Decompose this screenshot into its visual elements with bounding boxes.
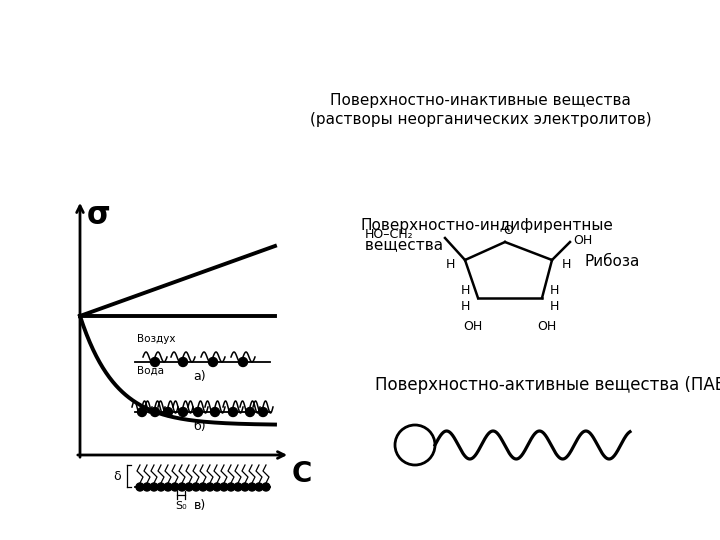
- Circle shape: [258, 408, 268, 416]
- Circle shape: [220, 483, 228, 491]
- Circle shape: [255, 483, 263, 491]
- Circle shape: [150, 483, 158, 491]
- Text: б): б): [194, 420, 207, 433]
- Circle shape: [178, 483, 186, 491]
- Text: в): в): [194, 499, 206, 512]
- Circle shape: [248, 483, 256, 491]
- Text: OH: OH: [537, 320, 557, 333]
- Circle shape: [213, 483, 221, 491]
- Circle shape: [179, 408, 187, 416]
- Text: OH: OH: [464, 320, 482, 333]
- Circle shape: [150, 408, 160, 416]
- Text: HO–CH₂: HO–CH₂: [364, 228, 413, 241]
- Circle shape: [171, 483, 179, 491]
- Circle shape: [164, 483, 172, 491]
- Circle shape: [192, 483, 200, 491]
- Circle shape: [262, 483, 270, 491]
- Circle shape: [210, 408, 220, 416]
- Text: H: H: [550, 300, 559, 313]
- Text: Вода: Вода: [137, 366, 164, 376]
- Text: Воздух: Воздух: [137, 334, 176, 344]
- Circle shape: [136, 483, 144, 491]
- Circle shape: [194, 408, 202, 416]
- Text: OH: OH: [573, 233, 593, 246]
- Text: Рибоза: Рибоза: [585, 254, 640, 269]
- Text: σ: σ: [87, 201, 111, 230]
- Circle shape: [228, 408, 238, 416]
- Circle shape: [143, 483, 151, 491]
- Text: H: H: [446, 259, 455, 272]
- Circle shape: [179, 357, 187, 367]
- Circle shape: [241, 483, 249, 491]
- Circle shape: [209, 357, 217, 367]
- Text: H: H: [461, 300, 470, 313]
- Text: Поверхностно-инактивные вещества
(растворы неорганических электролитов): Поверхностно-инактивные вещества (раство…: [310, 92, 652, 127]
- Circle shape: [150, 357, 160, 367]
- Text: H: H: [461, 284, 470, 296]
- Circle shape: [157, 483, 165, 491]
- Text: Поверхностно-индифирентные
 вещества: Поверхностно-индифирентные вещества: [360, 218, 613, 252]
- Circle shape: [163, 408, 173, 416]
- Circle shape: [206, 483, 214, 491]
- Text: S₀: S₀: [175, 501, 186, 511]
- Circle shape: [227, 483, 235, 491]
- Text: H: H: [562, 259, 572, 272]
- Text: Поверхностно-активные вещества (ПАВ): Поверхностно-активные вещества (ПАВ): [375, 376, 720, 394]
- Text: O: O: [503, 224, 513, 237]
- Circle shape: [185, 483, 193, 491]
- Circle shape: [238, 357, 248, 367]
- Text: а): а): [194, 370, 207, 383]
- Circle shape: [246, 408, 254, 416]
- Text: H: H: [550, 284, 559, 296]
- Circle shape: [199, 483, 207, 491]
- Text: C: C: [292, 460, 312, 488]
- Circle shape: [138, 408, 146, 416]
- Circle shape: [234, 483, 242, 491]
- Text: δ: δ: [113, 469, 121, 483]
